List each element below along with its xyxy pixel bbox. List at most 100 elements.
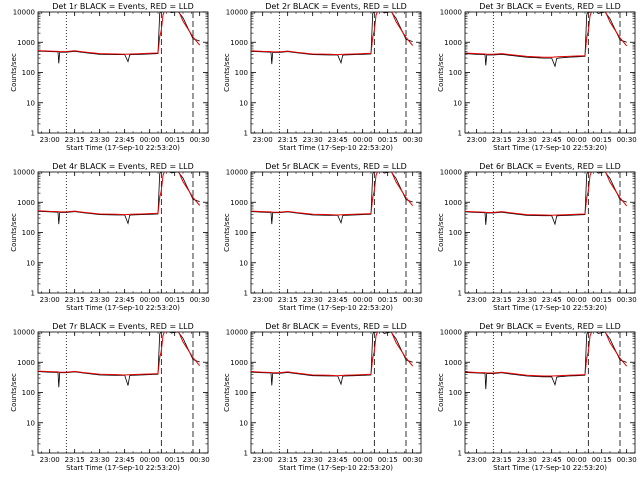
- y-tick-label: 10000: [440, 9, 462, 17]
- chart-title: Det 7r BLACK = Events, RED = LLD: [52, 322, 194, 331]
- x-tick-label: 23:45: [328, 136, 348, 144]
- x-axis-label: Start Time (17-Sep-10 22:53:20): [66, 464, 180, 472]
- x-tick-label: 23:45: [115, 296, 135, 304]
- x-axis-label: Start Time (17-Sep-10 22:53:20): [279, 144, 393, 152]
- x-tick-label: 23:45: [542, 296, 562, 304]
- x-tick-label: 23:00: [40, 456, 60, 464]
- chart-panel: Det 9r BLACK = Events, RED = LLD 1 10 100 10…: [437, 322, 637, 472]
- x-tick-label: 00:00: [140, 456, 160, 464]
- y-tick-label: 1: [244, 130, 248, 138]
- lld-series-line: [38, 332, 201, 376]
- events-series-line: [465, 332, 627, 390]
- x-tick-label: 23:30: [517, 136, 537, 144]
- y-tick-label: 1000: [17, 359, 35, 367]
- x-tick-label: 00:00: [567, 136, 587, 144]
- y-tick-label: 10000: [226, 329, 248, 337]
- y-tick-label: 100: [449, 389, 462, 397]
- series-group: [251, 332, 414, 386]
- x-tick-label: 00:15: [165, 136, 185, 144]
- chart-title: Det 5r BLACK = Events, RED = LLD: [265, 162, 407, 171]
- x-tick-label: 00:30: [617, 136, 637, 144]
- x-tick-label: 00:15: [592, 136, 612, 144]
- y-tick-label: 10000: [226, 9, 248, 17]
- y-tick-label: 1: [244, 450, 248, 458]
- lld-series-line: [38, 172, 201, 216]
- x-tick-label: 23:30: [90, 296, 110, 304]
- x-tick-label: 23:00: [40, 296, 60, 304]
- x-tick-label: 23:15: [65, 296, 85, 304]
- chart-title: Det 6r BLACK = Events, RED = LLD: [479, 162, 621, 171]
- y-axis-label: Counts/sec: [10, 53, 18, 92]
- y-tick-label: 10000: [13, 329, 35, 337]
- y-tick-label: 1000: [444, 199, 462, 207]
- x-tick-label: 23:45: [328, 456, 348, 464]
- x-tick-label: 23:15: [65, 456, 85, 464]
- lld-series-line: [251, 12, 414, 56]
- chart-panel: Det 2r BLACK = Events, RED = LLD 1 10 100 10…: [223, 2, 423, 152]
- y-tick-label: 10: [26, 259, 35, 267]
- x-tick-label: 23:30: [303, 136, 323, 144]
- x-tick-label: 00:30: [617, 296, 637, 304]
- x-tick-label: 23:00: [467, 136, 487, 144]
- x-tick-label: 00:00: [353, 296, 373, 304]
- y-axis-label: Counts/sec: [437, 53, 445, 92]
- y-tick-label: 1: [458, 450, 462, 458]
- x-tick-label: 00:15: [592, 296, 612, 304]
- x-axis-label: Start Time (17-Sep-10 22:53:20): [493, 464, 607, 472]
- x-tick-label: 23:30: [303, 296, 323, 304]
- y-tick-label: 100: [235, 389, 248, 397]
- x-tick-label: 23:30: [517, 296, 537, 304]
- x-tick-label: 00:30: [403, 296, 423, 304]
- series-group: [38, 332, 201, 388]
- events-series-line: [38, 172, 200, 225]
- x-axis-label: Start Time (17-Sep-10 22:53:20): [66, 304, 180, 312]
- panel-grid: Det 1r BLACK = Events, RED = LLD11010010…: [10, 2, 637, 472]
- y-tick-label: 1: [31, 290, 35, 298]
- x-tick-label: 23:15: [278, 456, 298, 464]
- y-tick-label: 1: [244, 290, 248, 298]
- y-tick-label: 1: [31, 450, 35, 458]
- x-tick-label: 23:15: [278, 296, 298, 304]
- lld-series-line: [465, 332, 628, 377]
- y-tick-label: 100: [22, 229, 35, 237]
- chart-title: Det 9r BLACK = Events, RED = LLD: [479, 322, 621, 331]
- x-tick-label: 23:00: [40, 136, 60, 144]
- x-tick-label: 00:00: [353, 456, 373, 464]
- y-tick-label: 1000: [230, 39, 248, 47]
- x-axis-label: Start Time (17-Sep-10 22:53:20): [279, 464, 393, 472]
- y-tick-label: 10: [453, 419, 462, 427]
- x-tick-label: 00:15: [378, 296, 398, 304]
- y-tick-label: 10000: [226, 169, 248, 177]
- series-group: [251, 172, 414, 225]
- x-tick-label: 00:00: [140, 136, 160, 144]
- y-tick-label: 10000: [440, 329, 462, 337]
- series-group: [38, 172, 201, 225]
- x-tick-label: 23:45: [328, 296, 348, 304]
- y-tick-label: 10: [453, 259, 462, 267]
- x-tick-label: 23:15: [278, 136, 298, 144]
- x-tick-label: 00:30: [403, 456, 423, 464]
- y-axis-label: Counts/sec: [223, 213, 231, 252]
- x-tick-label: 00:15: [592, 456, 612, 464]
- y-axis-label: Counts/sec: [223, 53, 231, 92]
- x-tick-label: 00:15: [165, 296, 185, 304]
- events-series-line: [251, 12, 413, 65]
- y-axis-label: Counts/sec: [10, 213, 18, 252]
- x-tick-label: 00:30: [403, 136, 423, 144]
- x-axis-label: Start Time (17-Sep-10 22:53:20): [493, 144, 607, 152]
- y-tick-label: 10: [239, 419, 248, 427]
- chart-title: Det 3r BLACK = Events, RED = LLD: [479, 2, 621, 11]
- lld-series-line: [465, 12, 628, 58]
- y-tick-label: 1: [458, 130, 462, 138]
- series-group: [251, 12, 414, 65]
- lld-series-line: [251, 332, 414, 377]
- events-series-line: [251, 332, 413, 386]
- lld-series-line: [465, 172, 628, 216]
- y-tick-label: 100: [235, 229, 248, 237]
- x-tick-label: 00:00: [353, 136, 373, 144]
- chart-panel: Det 7r BLACK = Events, RED = LLD 1 10 100 10…: [10, 322, 210, 472]
- x-tick-label: 00:30: [617, 456, 637, 464]
- x-tick-label: 00:30: [190, 296, 210, 304]
